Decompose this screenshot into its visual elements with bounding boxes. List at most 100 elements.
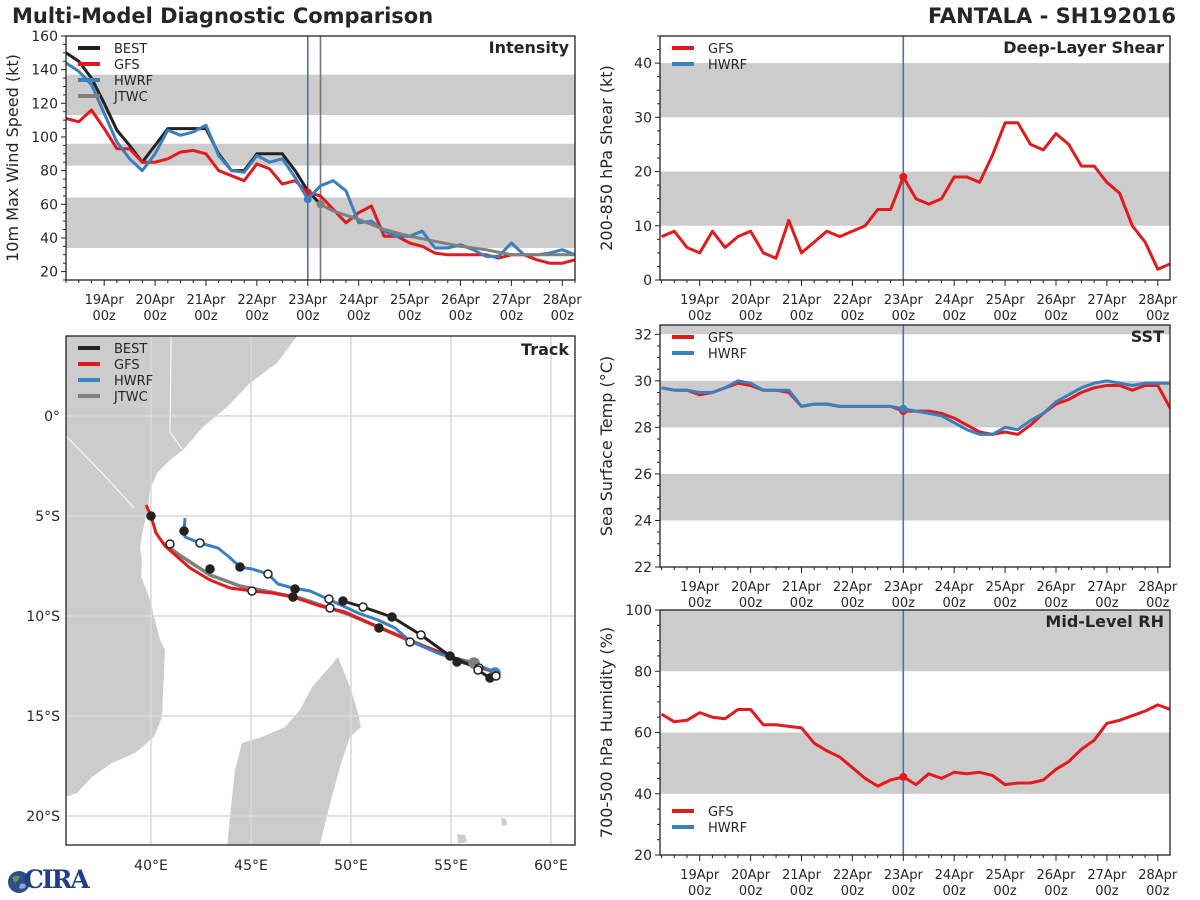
lon-tick-label: 40°E — [134, 858, 168, 874]
y-axis-label: 200-850 hPa Shear (kt) — [597, 65, 616, 251]
x-tick-label-date: 28Apr — [1138, 580, 1178, 595]
x-tick-label-date: 21Apr — [782, 868, 822, 883]
x-tick-label-hour: 00z — [1044, 309, 1068, 324]
y-tick-label: 32 — [634, 327, 652, 343]
shaded-band — [660, 610, 1170, 672]
shaded-band — [660, 473, 1170, 521]
y-tick-label: 20 — [40, 265, 58, 281]
land-zanzibar — [135, 532, 141, 546]
series-line-gfs — [660, 703, 1170, 788]
x-tick-label-hour: 00z — [688, 884, 712, 899]
track-line-hwrf — [182, 517, 496, 674]
track-marker-best — [473, 665, 483, 675]
x-tick-label-hour: 00z — [790, 884, 814, 899]
y-axis-label: 10m Max Wind Speed (kt) — [3, 54, 22, 262]
y-tick-label: 100 — [31, 130, 58, 146]
x-tick-label-date: 26Apr — [441, 293, 481, 308]
panel-title: SST — [1131, 327, 1164, 346]
x-tick-label-hour: 00z — [449, 309, 473, 324]
cira-logo-text: CIRA — [24, 865, 90, 894]
y-tick-label: 40 — [634, 787, 652, 803]
lat-tick-label: 20°S — [26, 809, 60, 825]
x-tick-label-hour: 00z — [790, 309, 814, 324]
x-tick-label-date: 19Apr — [85, 293, 125, 308]
x-tick-label-date: 19Apr — [680, 868, 720, 883]
track-marker-gfs — [288, 592, 298, 602]
y-tick-label: 24 — [634, 513, 652, 529]
map-content — [66, 336, 575, 845]
x-tick-label-hour: 00z — [790, 596, 814, 611]
x-tick-label-date: 28Apr — [1138, 293, 1178, 308]
legend-item-hwrf: HWRF — [672, 821, 747, 836]
init-marker-gfs — [899, 772, 908, 781]
x-tick-label-hour: 00z — [943, 596, 967, 611]
x-tick-label-hour: 00z — [993, 884, 1017, 899]
y-tick-label: 10 — [634, 219, 652, 235]
x-tick-label-hour: 00z — [739, 309, 763, 324]
x-tick-label-hour: 00z — [739, 884, 763, 899]
x-tick-label-date: 19Apr — [680, 580, 720, 595]
legend-item-gfs: GFS — [78, 58, 140, 73]
track-marker-best — [338, 596, 348, 606]
cira-logo: CIRA — [6, 865, 90, 896]
x-tick-label-hour: 00z — [500, 309, 524, 324]
x-tick-label-hour: 00z — [688, 309, 712, 324]
x-tick-label-date: 25Apr — [986, 868, 1026, 883]
x-tick-label-hour: 00z — [943, 309, 967, 324]
x-tick-label-date: 22Apr — [833, 293, 873, 308]
track-marker-gfs — [405, 637, 415, 647]
series-group — [660, 703, 1170, 788]
land-madagascar — [227, 657, 361, 845]
x-tick-label-date: 22Apr — [833, 580, 873, 595]
x-tick-label-date: 27Apr — [492, 293, 532, 308]
x-tick-label-date: 20Apr — [731, 868, 771, 883]
track-marker-gfs — [325, 603, 335, 613]
lat-tick-label: 0° — [44, 409, 60, 425]
track-marker-gfs — [247, 586, 257, 596]
plot-frame — [65, 335, 576, 846]
legend-item-gfs: GFS — [672, 331, 734, 346]
x-tick-label-hour: 00z — [398, 309, 422, 324]
legend-item-gfs: GFS — [78, 358, 140, 373]
x-tick-label-date: 22Apr — [237, 293, 277, 308]
legend-label: BEST — [114, 342, 147, 357]
legend-label: BEST — [114, 42, 147, 57]
legend-item-best: BEST — [78, 42, 147, 57]
x-tick-label-hour: 00z — [1095, 596, 1119, 611]
plot-frame — [659, 324, 1171, 568]
x-tick-label-hour: 00z — [993, 309, 1017, 324]
track-marker-best — [358, 602, 368, 612]
y-tick-label: 160 — [31, 29, 58, 45]
legend-label: HWRF — [114, 374, 153, 389]
land-mauritius — [501, 818, 507, 826]
track-marker-hwrf — [263, 569, 273, 579]
legend-label: GFS — [708, 805, 734, 820]
x-tick-label-date: 21Apr — [186, 293, 226, 308]
x-tick-label-date: 24Apr — [935, 868, 975, 883]
panel-title: Intensity — [489, 38, 570, 57]
panel-title: Track — [521, 340, 569, 359]
track-marker-hwrf — [179, 526, 189, 536]
x-tick-label-date: 23Apr — [884, 580, 924, 595]
y-tick-label: 60 — [634, 726, 652, 742]
panel-title: Deep-Layer Shear — [1003, 38, 1164, 57]
storm-title: FANTALA - SH192016 — [927, 4, 1176, 28]
x-tick-label-hour: 00z — [143, 309, 167, 324]
y-tick-label: 20 — [634, 165, 652, 181]
track-marker-hwrf — [235, 562, 245, 572]
track-marker-hwrf — [324, 594, 334, 604]
x-tick-label-hour: 00z — [892, 596, 916, 611]
series-line-best — [66, 51, 322, 206]
x-tick-label-date: 20Apr — [731, 293, 771, 308]
x-tick-label-date: 28Apr — [543, 293, 583, 308]
y-tick-label: 140 — [31, 63, 58, 79]
x-tick-label-date: 24Apr — [935, 293, 975, 308]
x-tick-label-hour: 00z — [892, 309, 916, 324]
series-group — [661, 379, 1170, 436]
border-kenya-tanzania — [66, 435, 135, 509]
legend-label: GFS — [114, 58, 140, 73]
y-tick-label: 20 — [634, 848, 652, 864]
x-tick-label-date: 26Apr — [1036, 580, 1076, 595]
legend-label: HWRF — [114, 74, 153, 89]
